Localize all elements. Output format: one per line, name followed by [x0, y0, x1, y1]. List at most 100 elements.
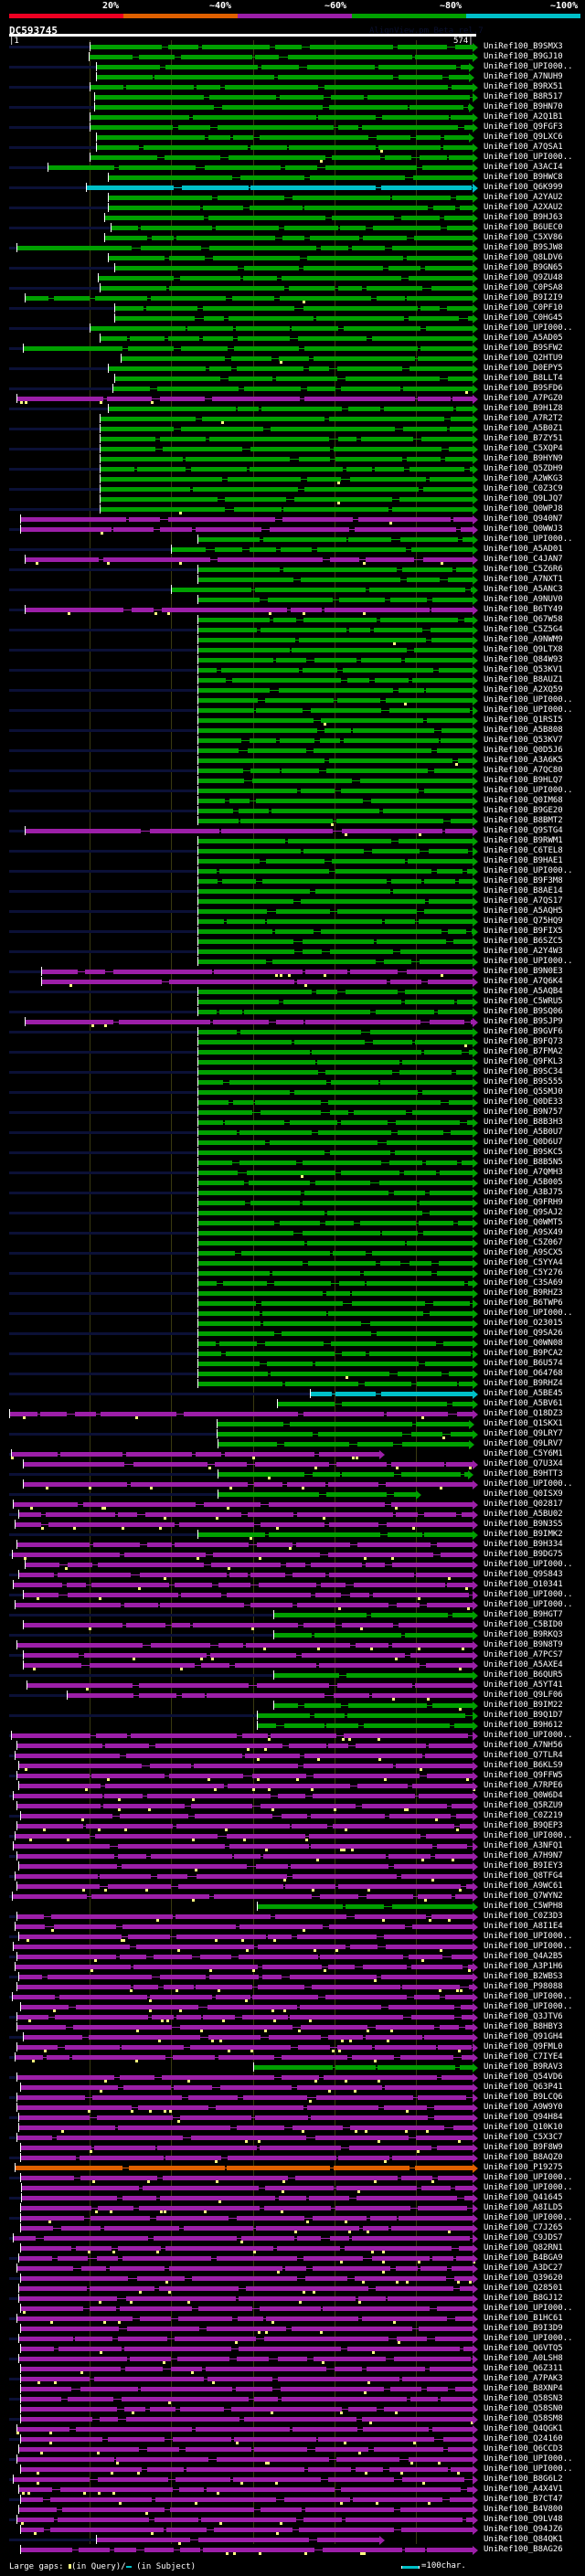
hit-label[interactable]: UniRef100_Q0IM68 — [484, 796, 563, 805]
hit-label[interactable]: UniRef100_B9QEP3 — [484, 1821, 563, 1830]
alignment-row[interactable]: UniRef100_C5YYA4 — [0, 1258, 585, 1268]
alignment-row[interactable]: UniRef100_A9W9Y0 — [0, 2103, 585, 2113]
hit-label[interactable]: UniRef100_C4JAN7 — [484, 555, 563, 564]
alignment-row[interactable]: UniRef100_UPI000.. — [0, 1932, 585, 1942]
alignment-row[interactable]: UniRef100_B7CT47 — [0, 2495, 585, 2505]
hit-label[interactable]: UniRef100_UPI000.. — [484, 2173, 573, 2182]
hit-label[interactable]: UniRef100_C5XV86 — [484, 233, 563, 242]
alignment-row[interactable]: UniRef100_A9NWM9 — [0, 635, 585, 645]
alignment-row[interactable]: UniRef100_UPI000.. — [0, 1600, 585, 1610]
hit-label[interactable]: UniRef100_B9HWC8 — [484, 173, 563, 182]
hit-label[interactable]: UniRef100_A7R2T2 — [484, 414, 563, 423]
hit-label[interactable]: UniRef100_Q9LRY7 — [484, 1429, 563, 1438]
alignment-row[interactable]: UniRef100_B9N8T9 — [0, 1640, 585, 1650]
hit-label[interactable]: UniRef100_A0LSH8 — [484, 2354, 563, 2363]
alignment-row[interactable]: UniRef100_Q0WN08 — [0, 1339, 585, 1349]
hit-label[interactable]: UniRef100_B9HYN9 — [484, 454, 563, 463]
alignment-row[interactable]: UniRef100_B2WBS3 — [0, 1972, 585, 1982]
alignment-row[interactable]: UniRef100_B9IEY3 — [0, 1861, 585, 1871]
alignment-row[interactable]: UniRef100_A5B0Z1 — [0, 424, 585, 434]
hit-label[interactable]: UniRef100_Q58SN3 — [484, 2394, 563, 2403]
alignment-row[interactable]: UniRef100_B9H1Z8 — [0, 404, 585, 414]
alignment-row[interactable]: UniRef100_Q0WPJ8 — [0, 504, 585, 514]
hit-label[interactable]: UniRef100_B9GVF6 — [484, 1027, 563, 1036]
alignment-row[interactable]: UniRef100_Q0D5J6 — [0, 746, 585, 756]
hit-label[interactable]: UniRef100_Q7TLR4 — [484, 1751, 563, 1760]
alignment-row[interactable]: UniRef100_A7NXT1 — [0, 575, 585, 585]
alignment-row[interactable]: UniRef100_Q94JZ6 — [0, 2525, 585, 2535]
hit-label[interactable]: UniRef100_A8ILD5 — [484, 2203, 563, 2212]
hit-label[interactable]: UniRef100_A3NFQ1 — [484, 1841, 563, 1850]
alignment-row[interactable]: UniRef100_B6SZC5 — [0, 937, 585, 947]
alignment-row[interactable]: UniRef100_Q84W93 — [0, 655, 585, 665]
alignment-row[interactable]: UniRef100_B8B5N5 — [0, 1158, 585, 1168]
alignment-row[interactable]: UniRef100_C5WRU5 — [0, 997, 585, 1007]
hit-label[interactable]: UniRef100_A2WKG3 — [484, 474, 563, 483]
hit-label[interactable]: UniRef100_B9S555 — [484, 1077, 563, 1087]
hit-label[interactable]: UniRef100_Q9FGF3 — [484, 122, 563, 132]
alignment-row[interactable]: UniRef100_Q63P41 — [0, 2083, 585, 2093]
alignment-row[interactable]: UniRef100_B9F3M8 — [0, 876, 585, 886]
alignment-row[interactable]: UniRef100_B9IM22 — [0, 1701, 585, 1711]
alignment-row[interactable]: UniRef100_B8B3H3 — [0, 1118, 585, 1128]
hit-label[interactable]: UniRef100_Q9LTX8 — [484, 645, 563, 654]
hit-label[interactable]: UniRef100_UPI000.. — [484, 1600, 573, 1609]
hit-label[interactable]: UniRef100_B9SJP9 — [484, 1017, 563, 1026]
alignment-row[interactable]: UniRef100_UPI000.. — [0, 2213, 585, 2223]
alignment-row[interactable]: UniRef100_Q5RZU9 — [0, 1801, 585, 1811]
alignment-row[interactable]: UniRef100_B4V800 — [0, 2505, 585, 2515]
alignment-row[interactable]: UniRef100_UPI000.. — [0, 1992, 585, 2002]
hit-label[interactable]: UniRef100_Q9FFW5 — [484, 1771, 563, 1780]
hit-label[interactable]: UniRef100_A7PAK3 — [484, 2374, 563, 2383]
alignment-row[interactable]: UniRef100_Q0WMT5 — [0, 1218, 585, 1228]
alignment-row[interactable]: UniRef100_A7NH56 — [0, 1741, 585, 1751]
alignment-row[interactable]: UniRef100_Q0DE33 — [0, 1097, 585, 1108]
alignment-row[interactable]: UniRef100_Q91GH4 — [0, 2032, 585, 2042]
hit-label[interactable]: UniRef100_B6QUR5 — [484, 1670, 563, 1680]
alignment-row[interactable]: UniRef100_Q54VD6 — [0, 2072, 585, 2083]
alignment-row[interactable]: UniRef100_D0EPY5 — [0, 364, 585, 374]
alignment-row[interactable]: UniRef100_C7IYE4 — [0, 2052, 585, 2062]
alignment-row[interactable]: UniRef100_Q84QK1 — [0, 2535, 585, 2545]
alignment-row[interactable]: UniRef100_C5BID0 — [0, 1620, 585, 1630]
hit-label[interactable]: UniRef100_Q6VTQ5 — [484, 2344, 563, 2353]
hit-label[interactable]: UniRef100_B9GJ10 — [484, 52, 563, 61]
alignment-row[interactable]: UniRef100_C9JDS7 — [0, 2233, 585, 2243]
alignment-row[interactable]: UniRef100_B9IMK2 — [0, 1530, 585, 1540]
hit-label[interactable]: UniRef100_B9N757 — [484, 1108, 563, 1117]
hit-label[interactable]: UniRef100_C7IYE4 — [484, 2052, 563, 2062]
alignment-row[interactable]: UniRef100_Q6Z311 — [0, 2364, 585, 2374]
alignment-row[interactable]: UniRef100_C5Z067 — [0, 1238, 585, 1248]
hit-label[interactable]: UniRef100_B9N3S5 — [484, 1520, 563, 1529]
alignment-row[interactable]: UniRef100_C5Y6M1 — [0, 1449, 585, 1459]
hit-label[interactable]: UniRef100_A7RPE6 — [484, 1781, 563, 1790]
alignment-row[interactable]: UniRef100_B9I3D9 — [0, 2324, 585, 2334]
hit-label[interactable]: UniRef100_UPI000.. — [484, 1590, 573, 1599]
alignment-row[interactable]: UniRef100_B8AG26 — [0, 2545, 585, 2555]
hit-label[interactable]: UniRef100_A5AD01 — [484, 545, 563, 554]
alignment-row[interactable]: UniRef100_B9N3S5 — [0, 1520, 585, 1530]
hit-label[interactable]: UniRef100_Q10K10 — [484, 2123, 563, 2132]
hit-label[interactable]: UniRef100_C3SA69 — [484, 1278, 563, 1288]
hit-label[interactable]: UniRef100_A3P1H6 — [484, 1962, 563, 1971]
alignment-row[interactable]: UniRef100_UPI000.. — [0, 1309, 585, 1319]
alignment-row[interactable]: UniRef100_B9H334 — [0, 1540, 585, 1550]
alignment-row[interactable]: UniRef100_Q24160 — [0, 2434, 585, 2444]
alignment-row[interactable]: UniRef100_C7J265 — [0, 2223, 585, 2233]
alignment-row[interactable]: UniRef100_A3A6K5 — [0, 756, 585, 766]
hit-label[interactable]: UniRef100_A9NWM9 — [484, 635, 563, 644]
alignment-row[interactable]: UniRef100_A5ANC3 — [0, 585, 585, 595]
alignment-row[interactable]: UniRef100_A5BV61 — [0, 1399, 585, 1409]
hit-label[interactable]: UniRef100_UPI000.. — [484, 2454, 573, 2464]
alignment-row[interactable]: UniRef100_Q58SN3 — [0, 2394, 585, 2404]
alignment-row[interactable]: UniRef100_A8ILD5 — [0, 2203, 585, 2213]
alignment-row[interactable]: UniRef100_B8XNP4 — [0, 2384, 585, 2394]
hit-label[interactable]: UniRef100_B6KLS9 — [484, 1761, 563, 1770]
alignment-row[interactable]: UniRef100_O23015 — [0, 1319, 585, 1329]
alignment-row[interactable]: UniRef100_B9RHZ4 — [0, 1379, 585, 1389]
hit-label[interactable]: UniRef100_B9RWM1 — [484, 836, 563, 845]
alignment-row[interactable]: UniRef100_Q7WYN2 — [0, 1892, 585, 1902]
alignment-row[interactable]: UniRef100_UPI000.. — [0, 2304, 585, 2314]
hit-label[interactable]: UniRef100_B9I2I9 — [484, 293, 563, 302]
alignment-row[interactable]: UniRef100_B9RAV3 — [0, 2062, 585, 2072]
